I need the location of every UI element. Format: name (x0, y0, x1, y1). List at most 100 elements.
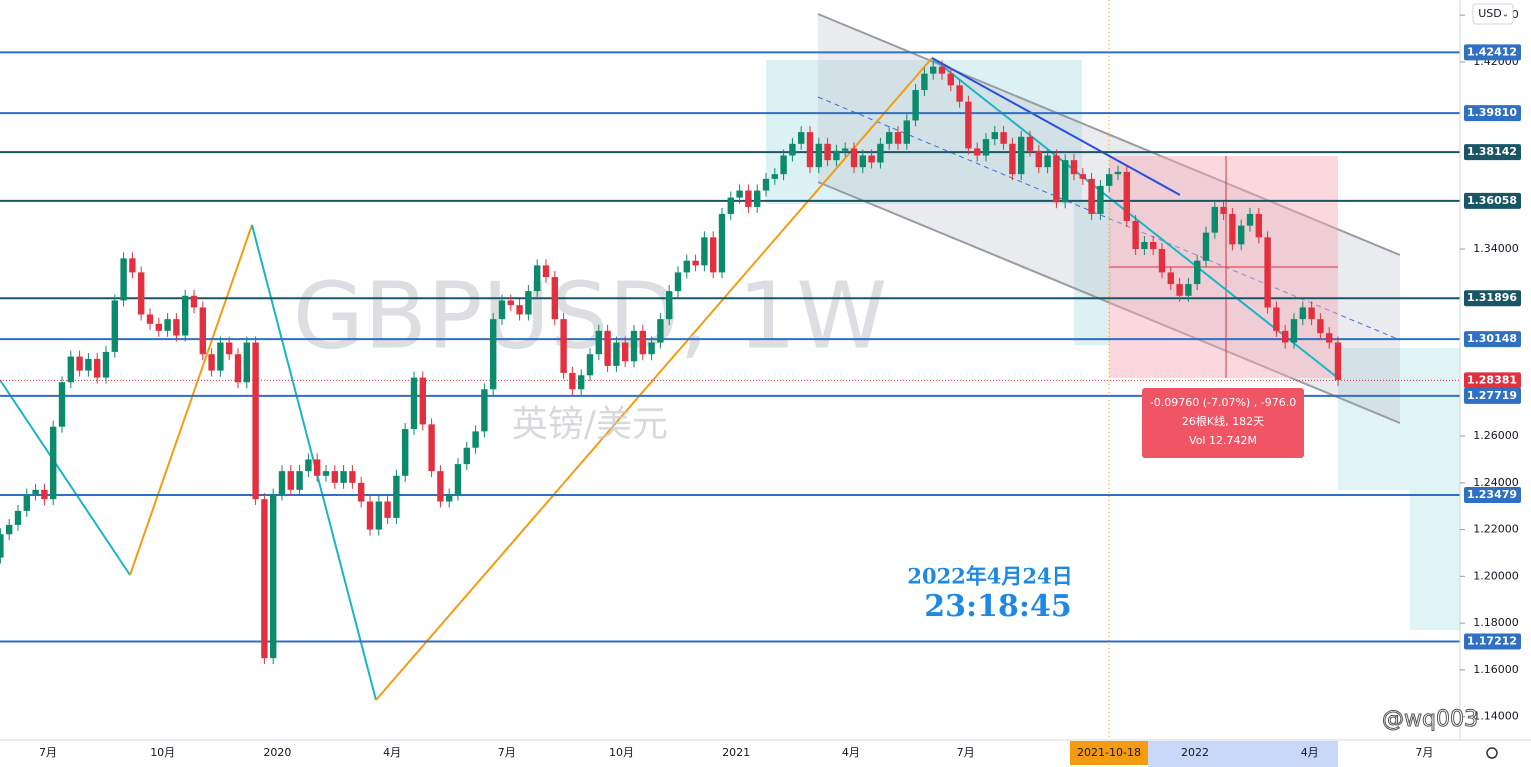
candle (956, 85, 963, 102)
candle (560, 319, 567, 373)
candle (947, 73, 954, 86)
candle (516, 305, 523, 315)
candle (1176, 284, 1183, 296)
measure-text: -0.09760 (-7.07%) , -976.0 (1150, 396, 1296, 409)
candle (270, 494, 277, 659)
candle (1308, 307, 1315, 320)
candle (490, 319, 497, 390)
credit: @wq003 (1382, 707, 1478, 732)
candle (1079, 174, 1086, 179)
candle (850, 148, 858, 168)
candle (446, 494, 453, 502)
candle (1070, 160, 1078, 175)
candle (164, 319, 171, 331)
candle (1273, 307, 1280, 331)
level-label-bg (1464, 372, 1521, 389)
candle (1264, 237, 1271, 308)
trendline (931, 57, 1181, 196)
candle (1000, 132, 1007, 144)
settings[interactable] (1486, 747, 1498, 759)
date-marker-text: 2021-10-18 (1077, 746, 1141, 759)
currency[interactable]: USD (1478, 7, 1502, 20)
candle (542, 265, 550, 278)
level-label: 1.36058 (1467, 194, 1517, 207)
y-tick-label: 1.24000 (1473, 476, 1519, 489)
x-tick-label: 10月 (609, 746, 634, 759)
zigzag (129, 224, 253, 576)
candle (120, 258, 127, 301)
candle (692, 260, 699, 266)
candle (375, 501, 382, 530)
candle (683, 260, 690, 273)
candle (278, 471, 286, 495)
level-label: 1.27719 (1467, 389, 1517, 402)
candle (595, 330, 602, 355)
candle (639, 330, 646, 355)
candle (340, 471, 347, 483)
candle (419, 377, 426, 425)
currency-caret[interactable]: ⌄ (1502, 10, 1509, 19)
zigzag (931, 57, 1339, 379)
candle (314, 459, 321, 476)
candle (648, 342, 655, 355)
candle (1062, 160, 1069, 203)
candle (1158, 249, 1166, 273)
candle (1035, 150, 1042, 168)
candle (1246, 213, 1254, 226)
candle (630, 330, 638, 362)
candle (155, 323, 162, 331)
candle (94, 358, 101, 378)
x-tick-label: 7月 (957, 746, 975, 759)
y-tick-label: 1.34000 (1473, 242, 1519, 255)
y-tick-label: 1.26000 (1473, 429, 1519, 442)
x-tick-label: 7月 (1415, 746, 1433, 759)
level-label-bg (1464, 486, 1521, 503)
candle (234, 354, 242, 383)
candle (982, 139, 990, 156)
candle (358, 482, 365, 502)
candle (534, 265, 541, 292)
candle (1141, 241, 1148, 250)
candle (806, 132, 814, 168)
candle (437, 471, 444, 502)
candle (701, 237, 708, 266)
level-labels: 1.42412 1.39810 1.38142 1.36058 1.31896 1.301… (1464, 44, 1521, 650)
level-label: 1.23479 (1467, 488, 1517, 501)
x-tick-label: 10月 (150, 746, 175, 759)
candles (0, 60, 1342, 665)
level-label: 1.39810 (1467, 106, 1517, 119)
candle (41, 489, 48, 500)
x-axis: 7月 10月 2020 4月 7月 10月 2021 4月 7月 2022 4月 7月 (39, 746, 1433, 759)
candle (710, 237, 717, 273)
candle (331, 471, 338, 483)
y-tick-label: 1.16000 (1473, 663, 1519, 676)
candle (296, 471, 303, 490)
candle (921, 73, 928, 91)
level-label-bg (1464, 192, 1521, 209)
price-scale (1460, 0, 1531, 740)
candle (472, 431, 479, 448)
x-tick-label: 2021 (722, 746, 750, 759)
candle (102, 351, 110, 378)
x-tick-label: 4月 (383, 746, 401, 759)
level-label-bg (1464, 105, 1521, 122)
candle (146, 314, 154, 324)
candle (1044, 155, 1051, 168)
candle (1009, 143, 1016, 175)
candle (551, 277, 558, 320)
candle (252, 342, 259, 500)
x-tick-label: 4月 (1301, 746, 1319, 759)
currency-button[interactable] (1472, 3, 1514, 25)
candle (507, 300, 514, 306)
candle (657, 319, 664, 343)
candle (67, 356, 74, 383)
measure-text: Vol 12.742M (1189, 434, 1257, 447)
candle (410, 377, 418, 430)
candle (287, 471, 294, 490)
candle (912, 90, 919, 121)
candle (428, 424, 435, 472)
candle (23, 494, 30, 511)
candle (622, 342, 629, 362)
candle (1220, 206, 1227, 214)
